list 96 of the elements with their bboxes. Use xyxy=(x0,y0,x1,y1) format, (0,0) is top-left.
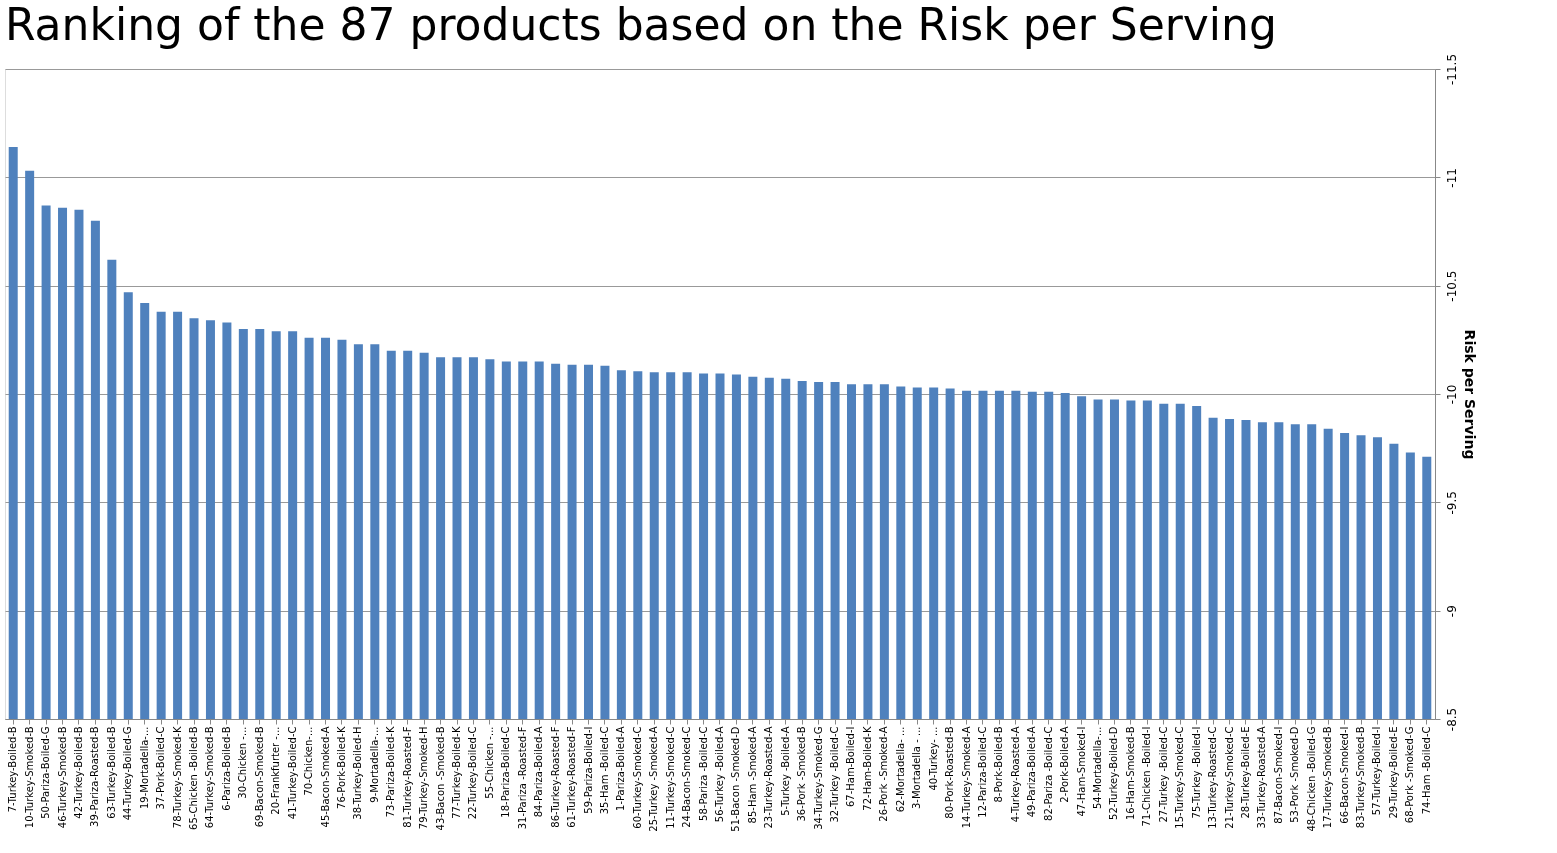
x-tick-label: 59-Pariza-Boiled-I xyxy=(582,726,594,814)
x-tick-label: 4-Turkey-Roasted-A xyxy=(1009,726,1021,823)
y-tick-label: -10 xyxy=(1444,384,1459,405)
x-tick-label: 78-Turkey-Smoked-K xyxy=(171,726,183,829)
x-tick-label: 21-Turkey-Smoked-C xyxy=(1223,726,1235,829)
x-tick-label: 11-Turkey-Smoked-C xyxy=(664,726,676,829)
x-tick-label: 66-Bacon-Smoked-I xyxy=(1338,726,1350,824)
x-tick-label: 50-Pariza-Boiled-G xyxy=(40,726,52,819)
x-tick-label: 14-Turkey-Smoked-A xyxy=(960,726,972,829)
x-tick-label: 10-Turkey-Smoked-B xyxy=(23,726,35,829)
x-tick-label: 49-Pariza-Boiled-A xyxy=(1026,726,1038,818)
x-tick-label: 79-Turkey-Smoked-H xyxy=(418,726,430,830)
x-tick-label: 85-Ham -Smoked-A xyxy=(746,726,758,824)
x-tick-label: 28-Turkey-Boiled-E xyxy=(1239,726,1251,819)
x-tick-label: 68-Pork -Smoked-G xyxy=(1404,726,1416,824)
x-tick-label: 82-Pariza -Boiled-C xyxy=(1042,726,1054,821)
y-tick-label: -11 xyxy=(1444,168,1459,188)
x-tick-label: 31-Pariza -Roasted-F xyxy=(516,726,528,830)
x-tick-label: 86-Turkey-Roasted-F xyxy=(549,726,561,828)
x-tick-label: 75-Turkey -Boiled-I xyxy=(1190,726,1202,819)
x-tick-label: 32-Turkey -Boiled-C xyxy=(829,726,841,823)
x-tick-label: 24-Bacon-Smoked-C xyxy=(681,726,693,828)
x-tick-label: 40-Turkey- ... xyxy=(927,726,939,791)
x-tick-label: 47-Ham-Smoked-I xyxy=(1075,726,1087,817)
x-tick-label: 70-Chicken-... xyxy=(303,726,315,796)
x-tick-label: 35-Ham -Boiled-C xyxy=(598,726,610,815)
x-tick-label: 34-Turkey-Smoked-G xyxy=(812,726,824,830)
x-tick-label: 26-Pork -Smoked-A xyxy=(878,726,890,822)
x-tick-label: 2-Pork-Boiled-A xyxy=(1059,726,1071,803)
x-tick-label: 71-Chicken -Boiled-I xyxy=(1141,726,1153,827)
x-tick-label: 29-Turkey-Boiled-E xyxy=(1387,726,1399,819)
x-tick-label: 48-Chicken -Boiled-G xyxy=(1305,726,1317,832)
x-tick-label: 80-Pork-Roasted-B xyxy=(944,726,956,819)
x-tick-label: 43-Bacon -Smoked-B xyxy=(434,726,446,831)
x-tick-label: 57-Turkey-Boiled-I xyxy=(1371,726,1383,816)
x-tick-label: 41-Turkey-Boiled-C xyxy=(286,726,298,820)
x-tick-label: 87-Bacon-Smoked-I xyxy=(1272,726,1284,824)
x-tick-label: 17-Turkey-Smoked-B xyxy=(1322,726,1334,829)
x-tick-label: 1-Pariza-Boiled-A xyxy=(615,726,627,811)
x-tick-label: 39-Pariza-Roasted-B xyxy=(89,726,101,827)
y-tick-label: -8.5 xyxy=(1444,707,1459,732)
x-tick-label: 45-Bacon-Smoked-A xyxy=(319,726,331,828)
x-tick-label: 64-Turkey-Smoked-B xyxy=(204,726,216,829)
x-tick-label: 30-Chicken -... xyxy=(237,726,249,799)
x-tick-label: 44-Turkey-Boiled-G xyxy=(122,726,134,821)
x-tick-label: 15-Turkey-Smoked-C xyxy=(1174,726,1186,829)
x-tick-label: 36-Pork -Smoked-B xyxy=(796,726,808,822)
x-tick-label: 18-Pariza-Boiled-C xyxy=(500,726,512,818)
x-tick-label: 3-Mortadella - ... xyxy=(911,726,923,810)
x-tick-label: 58-Pariza -Boiled-C xyxy=(697,726,709,821)
x-tick-label: 55-Chicken -... xyxy=(483,726,495,799)
x-tick-label: 69-Bacon-Smoked-B xyxy=(253,726,265,828)
y-tick-label: -9 xyxy=(1444,605,1459,618)
x-tick-label: 22-Turkey-Boiled-C xyxy=(467,726,479,820)
x-tick-label: 61-Turkey-Roasted-F xyxy=(566,726,578,828)
x-tick-label: 84-Pariza-Boiled-A xyxy=(533,726,545,818)
x-tick-label: 38-Turkey-Boiled-H xyxy=(352,726,364,820)
x-tick-label: 51-Bacon -Smoked-D xyxy=(730,726,742,832)
x-tick-label: 27-Turkey -Boiled-C xyxy=(1157,726,1169,823)
x-tick-label: 23-Turkey-Roasted-A xyxy=(763,726,775,829)
x-tick-label: 73-Pariza-Boiled-K xyxy=(385,726,397,818)
x-tick-label: 5-Turkey -Boiled-A xyxy=(779,726,791,816)
x-tick-label: 63-Turkey-Boiled-B xyxy=(105,726,117,819)
y-tick-label: -11.5 xyxy=(1444,53,1459,86)
y-tick-label: -9.5 xyxy=(1444,491,1459,515)
x-tick-label: 16-Ham-Smoked-B xyxy=(1124,726,1136,821)
x-tick-label: 53-Pork -Smoked-D xyxy=(1289,726,1301,823)
x-tick-label: 74-Ham -Boiled-C xyxy=(1420,726,1432,815)
x-tick-label: 62-Mortadella- ... xyxy=(894,726,906,813)
x-tick-label: 6-Pariza-Boiled-B xyxy=(220,726,232,811)
x-tick-label: 67-Ham-Boiled-I xyxy=(845,726,857,808)
y-tick-label: -10.5 xyxy=(1444,270,1459,302)
x-tick-label: 54-Mortadella-... xyxy=(1092,726,1104,810)
x-tick-label: 46-Turkey-Smoked-B xyxy=(56,726,68,829)
chart-title: Ranking of the 87 products based on the Risk per Serving xyxy=(5,0,1277,51)
x-tick-label: 83-Turkey-Smoked-B xyxy=(1355,726,1367,829)
x-tick-label: 19-Mortadella-... xyxy=(138,726,150,810)
y-axis-title: Risk per Serving xyxy=(1461,329,1478,460)
x-tick-label: 65-Chicken -Boiled-B xyxy=(188,726,200,830)
x-tick-label: 13-Turkey-Roasted-C xyxy=(1207,726,1219,829)
x-tick-label: 37-Pork-Boiled-C xyxy=(155,726,167,810)
x-tick-label: 56-Turkey -Boiled-A xyxy=(714,726,725,823)
x-tick-label: 33-Turkey-Roasted-A xyxy=(1256,726,1268,829)
x-tick-label: 81-Turkey-Roasted-F xyxy=(401,726,413,828)
x-tick-label: 9-Mortadella-... xyxy=(368,726,380,803)
x-tick-label: 52-Turkey-Boiled-D xyxy=(1108,726,1120,820)
x-tick-label: 76-Pork-Boiled-K xyxy=(335,726,347,809)
x-tick-label: 8-Pork-Boiled-B xyxy=(993,726,1005,803)
x-tick-label: 20-Frankfurter -... xyxy=(270,726,282,815)
x-tick-label: 12-Pariza-Boiled-C xyxy=(976,726,988,818)
x-tick-label: 42-Turkey-Boiled-B xyxy=(72,726,84,819)
x-tick-label: 25-Turkey -Smoked-A xyxy=(648,726,660,832)
x-tick-label: 72-Ham-Boiled-K xyxy=(861,726,873,811)
x-tick-label: 7-Turkey-Boiled-B xyxy=(7,726,19,813)
x-tick-label: 77-Turkey-Boiled-K xyxy=(451,726,463,819)
x-tick-label: 60-Turkey-Smoked-C xyxy=(631,726,643,829)
